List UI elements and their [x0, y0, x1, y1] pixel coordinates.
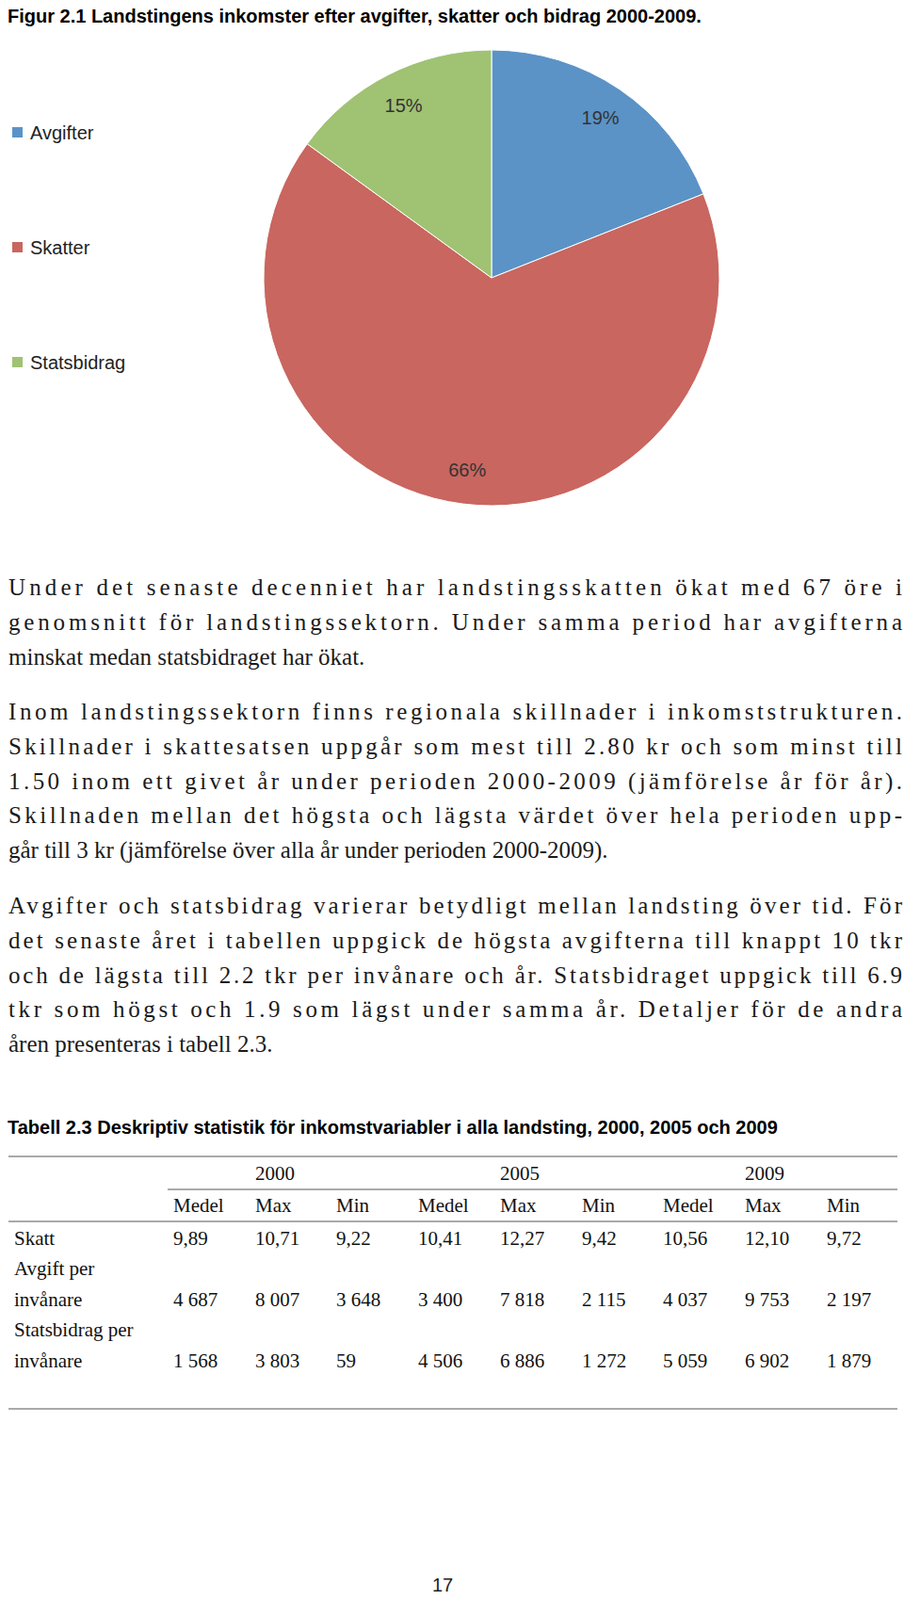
table-cell: 59	[336, 1349, 356, 1373]
table-header: Medel	[662, 1194, 714, 1217]
page-number: 17	[432, 1574, 453, 1596]
paragraph-line: minskat medan statsbidraget har ökat.	[8, 644, 365, 670]
paragraph-line: Inom landstingssektorn finns regionala s…	[8, 698, 903, 725]
row-label: Avgift per	[14, 1257, 95, 1280]
table-cell: 10,56	[662, 1226, 708, 1250]
paragraph: Inom landstingssektorn finns regionala s…	[8, 698, 903, 864]
pie	[263, 49, 720, 506]
table-cell: 2 197	[826, 1288, 872, 1311]
table-cell: 12,27	[500, 1226, 545, 1250]
paragraph: Avgifter och statsbidrag varierar betydl…	[8, 892, 904, 1057]
legend-label: Statsbidrag	[30, 352, 126, 373]
paragraph-line: Skillnader i skattesatsen uppgår som mes…	[8, 733, 903, 759]
table-cell: 8 007	[255, 1288, 300, 1311]
paragraph-line: åren presenteras i tabell 2.3.	[8, 1031, 273, 1057]
paragraph-line: genomsnitt för landstingssektorn. Under …	[8, 609, 903, 635]
table-cell: 4 037	[662, 1288, 708, 1311]
table-cell: 9,89	[173, 1226, 209, 1250]
row-label: invånare	[14, 1288, 82, 1311]
paragraph-line: Under det senaste decenniet har landstin…	[8, 574, 903, 600]
table-cell: 1 568	[173, 1349, 218, 1373]
table-cell: 9,42	[581, 1226, 617, 1250]
table-cell: 9,72	[826, 1226, 862, 1250]
table-border	[8, 1408, 898, 1410]
paragraph-line: går till 3 kr (jämförelse över alla år u…	[8, 837, 609, 864]
paragraph-line: Avgifter och statsbidrag varierar betydl…	[8, 892, 904, 919]
table-cell: 1 272	[581, 1349, 627, 1373]
legend-swatch	[12, 242, 23, 253]
table-cell: 1 879	[826, 1349, 872, 1373]
paragraph-line: tkr som högst och 1.9 som lägst under sa…	[8, 996, 903, 1022]
figure-title: Figur 2.1 Landstingens inkomster efter a…	[7, 5, 702, 27]
table-cell: 5 059	[662, 1349, 708, 1373]
row-label: Skatt	[14, 1226, 55, 1250]
table-cell: 12,10	[744, 1226, 790, 1250]
table-cell: 4 687	[173, 1288, 218, 1311]
table-header: Medel	[418, 1194, 469, 1217]
table-rule	[167, 1189, 898, 1191]
paragraph-line: Skillnaden mellan det högsta och lägsta …	[8, 802, 903, 828]
table-rule	[8, 1221, 898, 1223]
page: Figur 2.1 Landstingens inkomster efter a…	[0, 0, 904, 1600]
table-header: Min	[581, 1194, 616, 1217]
table-header: Min	[336, 1194, 371, 1217]
table: 2000 2005 2009 Medel Max Min Medel Max Min Medel M…	[8, 1156, 898, 1409]
table-title: Tabell 2.3 Deskriptiv statistik för inko…	[7, 1116, 778, 1138]
paragraph: Under det senaste decenniet har landstin…	[8, 574, 903, 670]
data-label: 66%	[448, 459, 486, 481]
table-cell: 3 803	[255, 1349, 300, 1373]
paragraph-line: och de lägsta till 2.2 tkr per invånare …	[8, 962, 903, 988]
table-cell: 3 648	[336, 1288, 381, 1311]
table-cell: 4 506	[418, 1349, 463, 1373]
legend: Avgifter Skatter Statsbidrag	[12, 122, 126, 373]
table-cell: 7 818	[500, 1288, 545, 1311]
legend-swatch	[12, 127, 23, 138]
paragraph-line: det senaste året i tabellen uppgick de h…	[8, 927, 904, 953]
table-cell: 6 902	[744, 1349, 790, 1373]
table-header: Min	[826, 1194, 861, 1217]
table-cell: 10,41	[418, 1226, 463, 1250]
table-cell: 3 400	[418, 1288, 463, 1311]
table-cell: 9,22	[336, 1226, 372, 1250]
table-cell: 2 115	[581, 1288, 626, 1311]
row-label: Statsbidrag per	[14, 1318, 134, 1341]
data-label: 15%	[385, 95, 423, 116]
table-header: Max	[744, 1194, 782, 1217]
table-cell: 6 886	[500, 1349, 545, 1373]
table-cell: 10,71	[255, 1226, 300, 1250]
table-cell: 9 753	[744, 1288, 790, 1311]
row-label: invånare	[14, 1349, 82, 1373]
data-label: 19%	[581, 107, 620, 129]
table-year: 2009	[744, 1162, 785, 1185]
paragraph-line: 1.50 inom ett givet år under perioden 20…	[8, 768, 903, 795]
legend-label: Skatter	[30, 237, 91, 259]
table-header: Max	[500, 1194, 537, 1217]
table-year: 2005	[500, 1162, 540, 1185]
table-header: Medel	[173, 1194, 225, 1217]
pie-slice	[306, 49, 492, 278]
legend-swatch	[12, 356, 23, 368]
table-border	[8, 1156, 898, 1158]
table-header: Max	[255, 1194, 292, 1217]
table-year: 2000	[255, 1162, 295, 1185]
legend-label: Avgifter	[30, 122, 95, 144]
